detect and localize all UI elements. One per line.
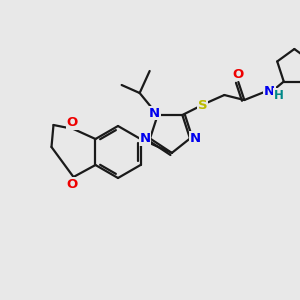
Text: O: O (233, 68, 244, 80)
Text: N: N (264, 85, 275, 98)
Text: N: N (140, 132, 151, 145)
Text: N: N (149, 106, 160, 119)
Text: O: O (67, 116, 78, 130)
Text: S: S (197, 98, 207, 112)
Text: H: H (273, 88, 283, 101)
Text: O: O (67, 178, 78, 190)
Text: N: N (189, 132, 200, 145)
